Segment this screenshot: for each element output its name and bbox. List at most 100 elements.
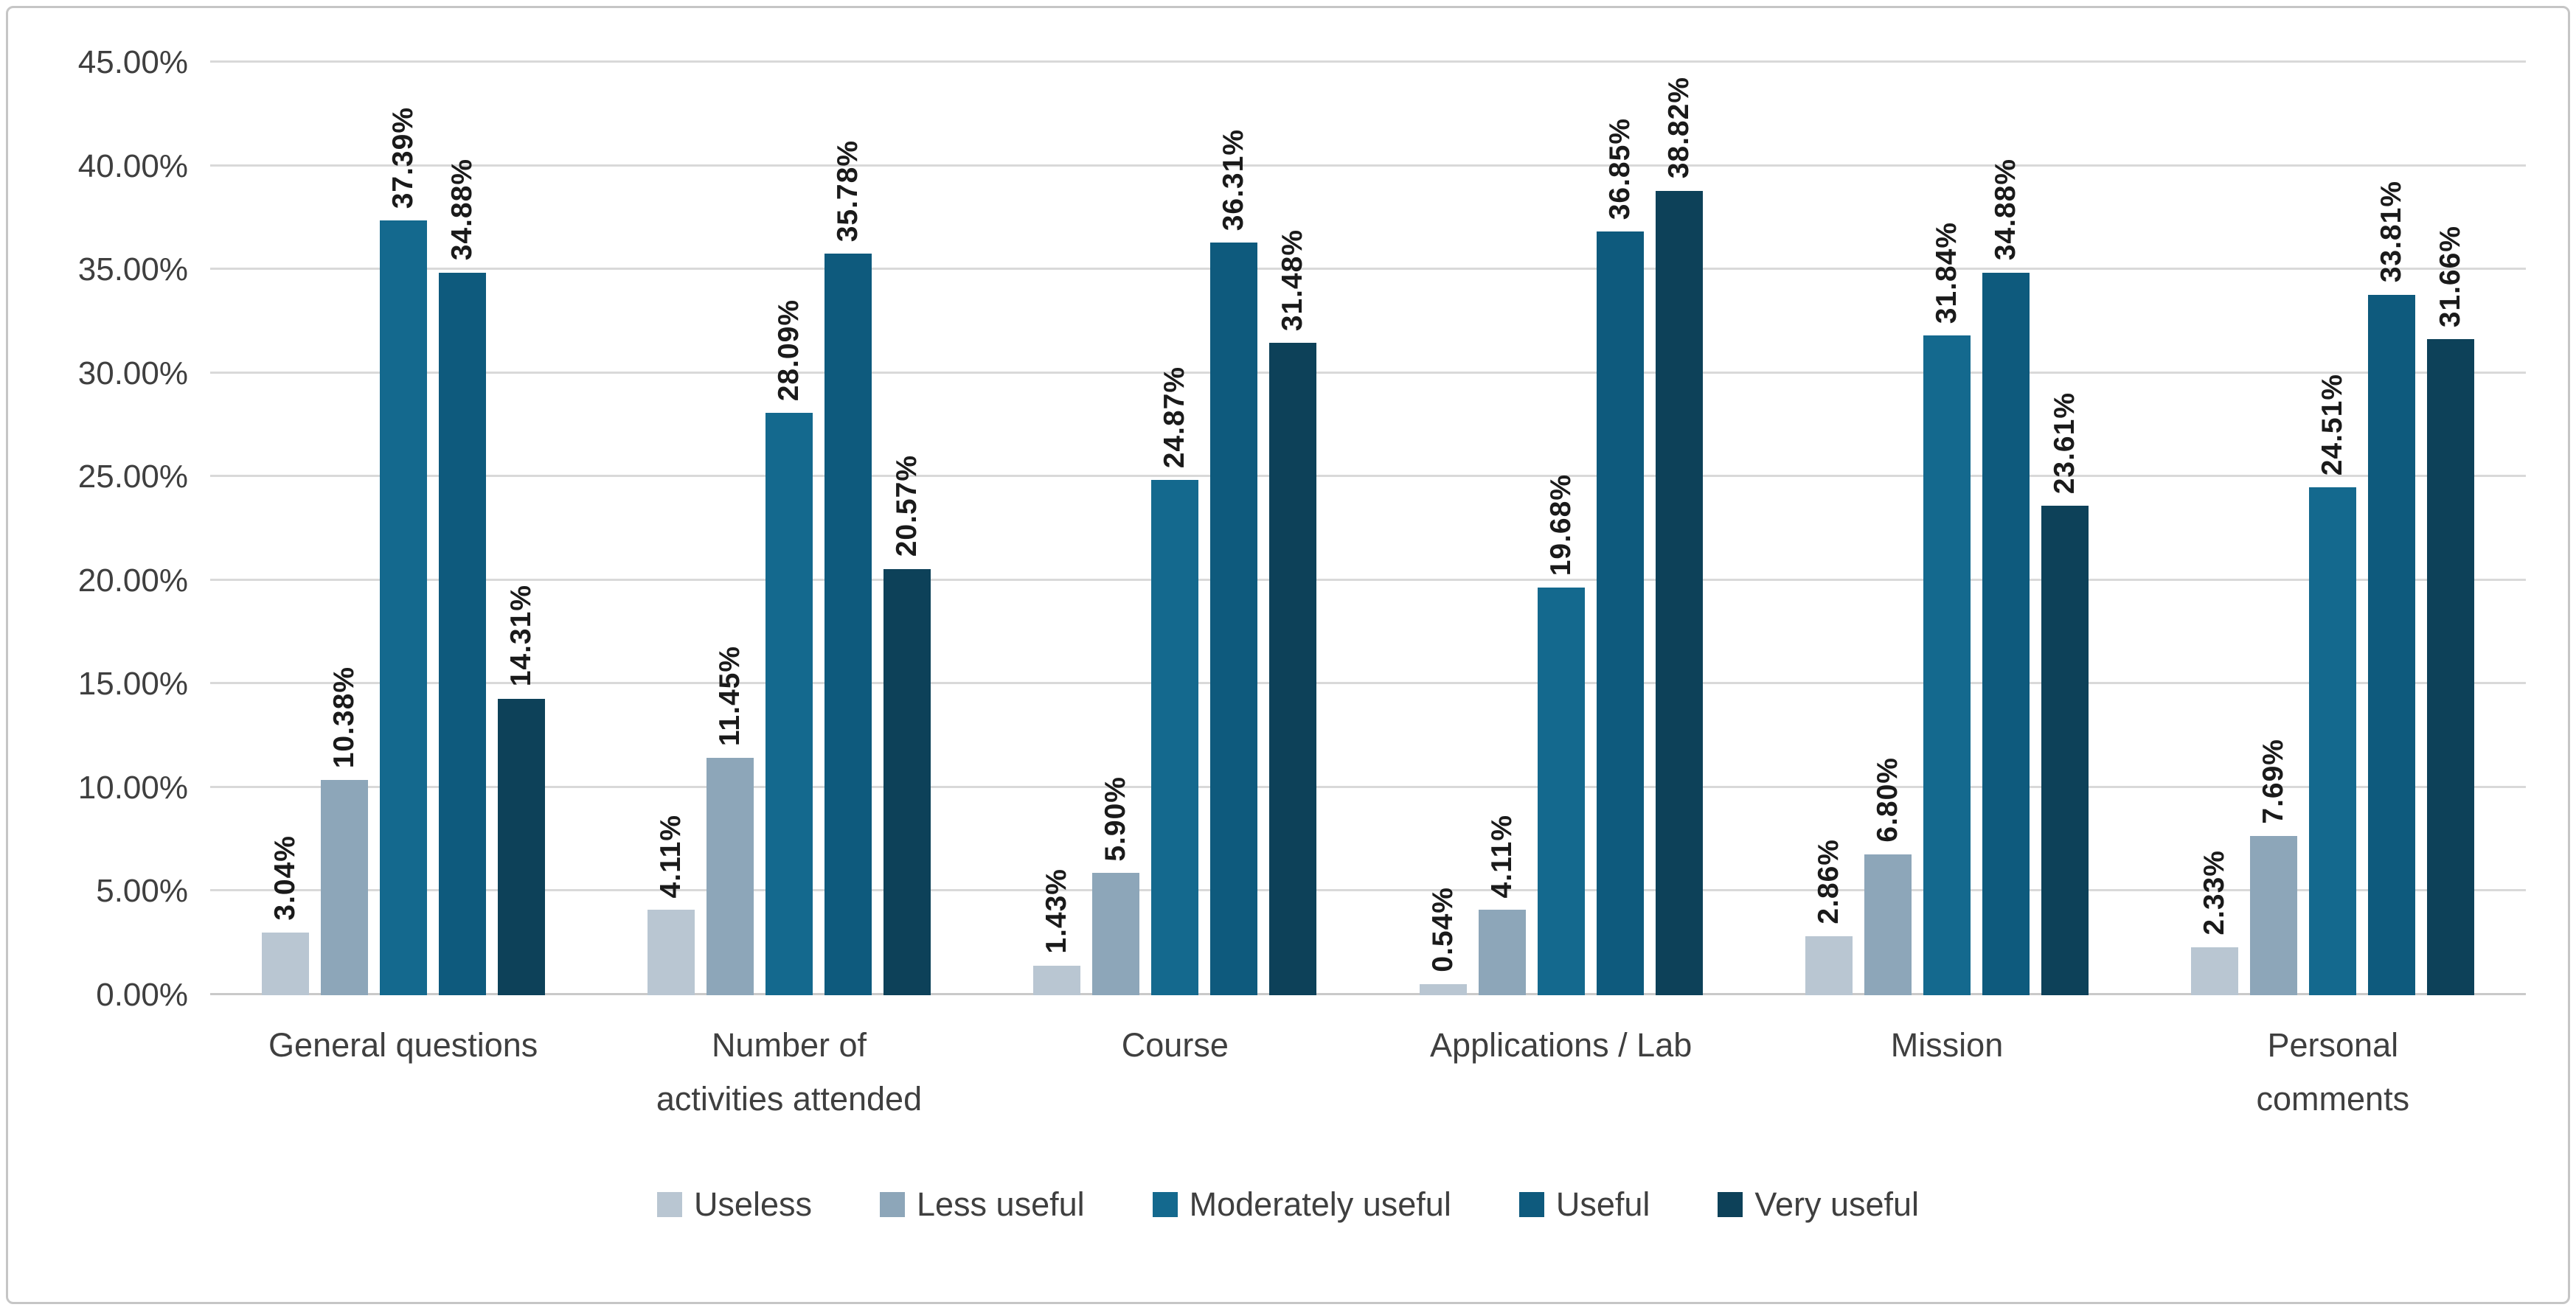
legend-item: Very useful [1718, 1185, 1919, 1224]
bar [2191, 947, 2239, 995]
bar [2368, 294, 2416, 995]
bar-value-label: 7.69% [2257, 739, 2290, 824]
bar-slot: 28.09% [765, 63, 813, 995]
bar-value-label: 2.33% [2198, 849, 2231, 936]
bar-slot: 38.82% [1655, 63, 1703, 995]
bar-value-label: 2.86% [1812, 839, 1844, 924]
bar [379, 220, 427, 995]
bar-slot: 31.66% [2427, 63, 2475, 995]
legend-item: Moderately useful [1152, 1185, 1451, 1224]
grid-line [210, 371, 2526, 374]
bar-slot: 19.68% [1537, 63, 1585, 995]
bar [1982, 272, 2030, 995]
y-tick-label: 45.00% [77, 44, 188, 80]
legend-label: Useless [693, 1185, 812, 1223]
bar-value-label: 3.04% [268, 835, 301, 921]
bar-slot: 36.85% [1596, 63, 1644, 995]
bar-group: 0.54% 4.11% 19.68% 36.85% 38.82% [1419, 63, 1703, 995]
category-label: Number of activities attended [656, 1026, 923, 1118]
grid-line [210, 60, 2526, 63]
legend-swatch [656, 1192, 682, 1217]
bar-value-label: 36.31% [1218, 129, 1250, 231]
bar [1419, 983, 1467, 995]
y-tick-label: 0.00% [96, 977, 188, 1013]
grid-line [210, 993, 2526, 995]
bar [438, 272, 486, 995]
bar-value-label: 33.81% [2375, 181, 2408, 283]
bar-groups: 3.04% 10.38% 37.39% 34.88% 14.31% 4.11% 11.45%… [210, 63, 2526, 995]
bar [1269, 343, 1317, 995]
y-tick-label: 5.00% [96, 873, 188, 910]
bar [1033, 965, 1081, 995]
bar [1805, 936, 1853, 995]
legend-item: Less useful [880, 1185, 1085, 1224]
bar-slot: 2.86% [1805, 63, 1853, 995]
bar [1151, 479, 1199, 995]
bar-slot: 7.69% [2250, 63, 2298, 995]
bar-slot: 24.51% [2309, 63, 2357, 995]
bar-slot: 24.87% [1151, 63, 1199, 995]
legend-label: Less useful [917, 1185, 1085, 1223]
plot-area: 3.04% 10.38% 37.39% 34.88% 14.31% 4.11% 11.45%… [210, 60, 2526, 995]
legend-item: Useless [656, 1185, 812, 1224]
grid-line [210, 785, 2526, 788]
grid-line [210, 164, 2526, 167]
bar [2309, 487, 2357, 995]
bar-value-label: 4.11% [1485, 815, 1518, 899]
bar-value-label: 34.88% [1989, 158, 2021, 261]
bar-group: 2.86% 6.80% 31.84% 34.88% 23.61% [1805, 63, 2089, 995]
bar-slot: 23.61% [2041, 63, 2089, 995]
grid-line [210, 578, 2526, 581]
bar-slot: 3.04% [261, 63, 309, 995]
bar-slot: 14.31% [497, 63, 545, 995]
bar-slot: 34.88% [1982, 63, 2030, 995]
bar [497, 698, 545, 995]
category-label: Applications / Lab [1430, 1026, 1693, 1064]
bar-value-label: 31.84% [1930, 221, 1962, 324]
bar [706, 758, 754, 995]
bar-slot: 37.39% [379, 63, 427, 995]
bar-group: 4.11% 11.45% 28.09% 35.78% 20.57% [647, 63, 931, 995]
bar-slot: 5.90% [1092, 63, 1140, 995]
bar-slot: 11.45% [706, 63, 754, 995]
bar-value-label: 36.85% [1603, 117, 1636, 220]
bar-value-label: 35.78% [831, 139, 864, 243]
bar-value-label: 34.88% [445, 158, 478, 261]
bar [2041, 506, 2089, 995]
legend-swatch [1518, 1192, 1544, 1217]
bar-value-label: 19.68% [1544, 473, 1577, 576]
bar-value-label: 31.48% [1277, 229, 1309, 332]
legend-swatch [880, 1192, 905, 1217]
category-label: Mission [1890, 1026, 2004, 1064]
bar-value-label: 24.51% [2316, 373, 2349, 475]
bar [2250, 835, 2298, 995]
bar [1923, 335, 1971, 995]
bar-value-label: 24.87% [1159, 366, 1191, 468]
bar-value-label: 37.39% [386, 106, 419, 209]
bar-slot: 35.78% [824, 63, 872, 995]
bar [1596, 231, 1644, 995]
bar [883, 568, 931, 995]
bar-slot: 34.88% [438, 63, 486, 995]
bar [1864, 854, 1912, 995]
bar-value-label: 0.54% [1426, 887, 1459, 972]
bar-value-label: 28.09% [772, 299, 805, 402]
bar-slot: 31.84% [1923, 63, 1971, 995]
bar [1210, 243, 1258, 995]
bar-group: 3.04% 10.38% 37.39% 34.88% 14.31% [261, 63, 545, 995]
category-label: Course [1121, 1026, 1229, 1064]
bar-slot: 10.38% [320, 63, 368, 995]
bar [647, 910, 695, 995]
legend: Useless Less useful Moderately useful Usefu… [0, 1185, 2576, 1224]
bar-value-label: 6.80% [1871, 757, 1903, 843]
bar-slot: 31.48% [1269, 63, 1317, 995]
bar-value-label: 5.90% [1100, 776, 1132, 862]
legend-label: Useful [1555, 1185, 1650, 1223]
bar-value-label: 23.61% [2048, 392, 2080, 495]
grid-line [210, 268, 2526, 271]
bar-value-label: 10.38% [327, 666, 360, 769]
y-tick-label: 20.00% [77, 562, 188, 599]
y-tick-label: 15.00% [77, 666, 188, 703]
bar [824, 254, 872, 995]
y-tick-label: 10.00% [77, 769, 188, 806]
